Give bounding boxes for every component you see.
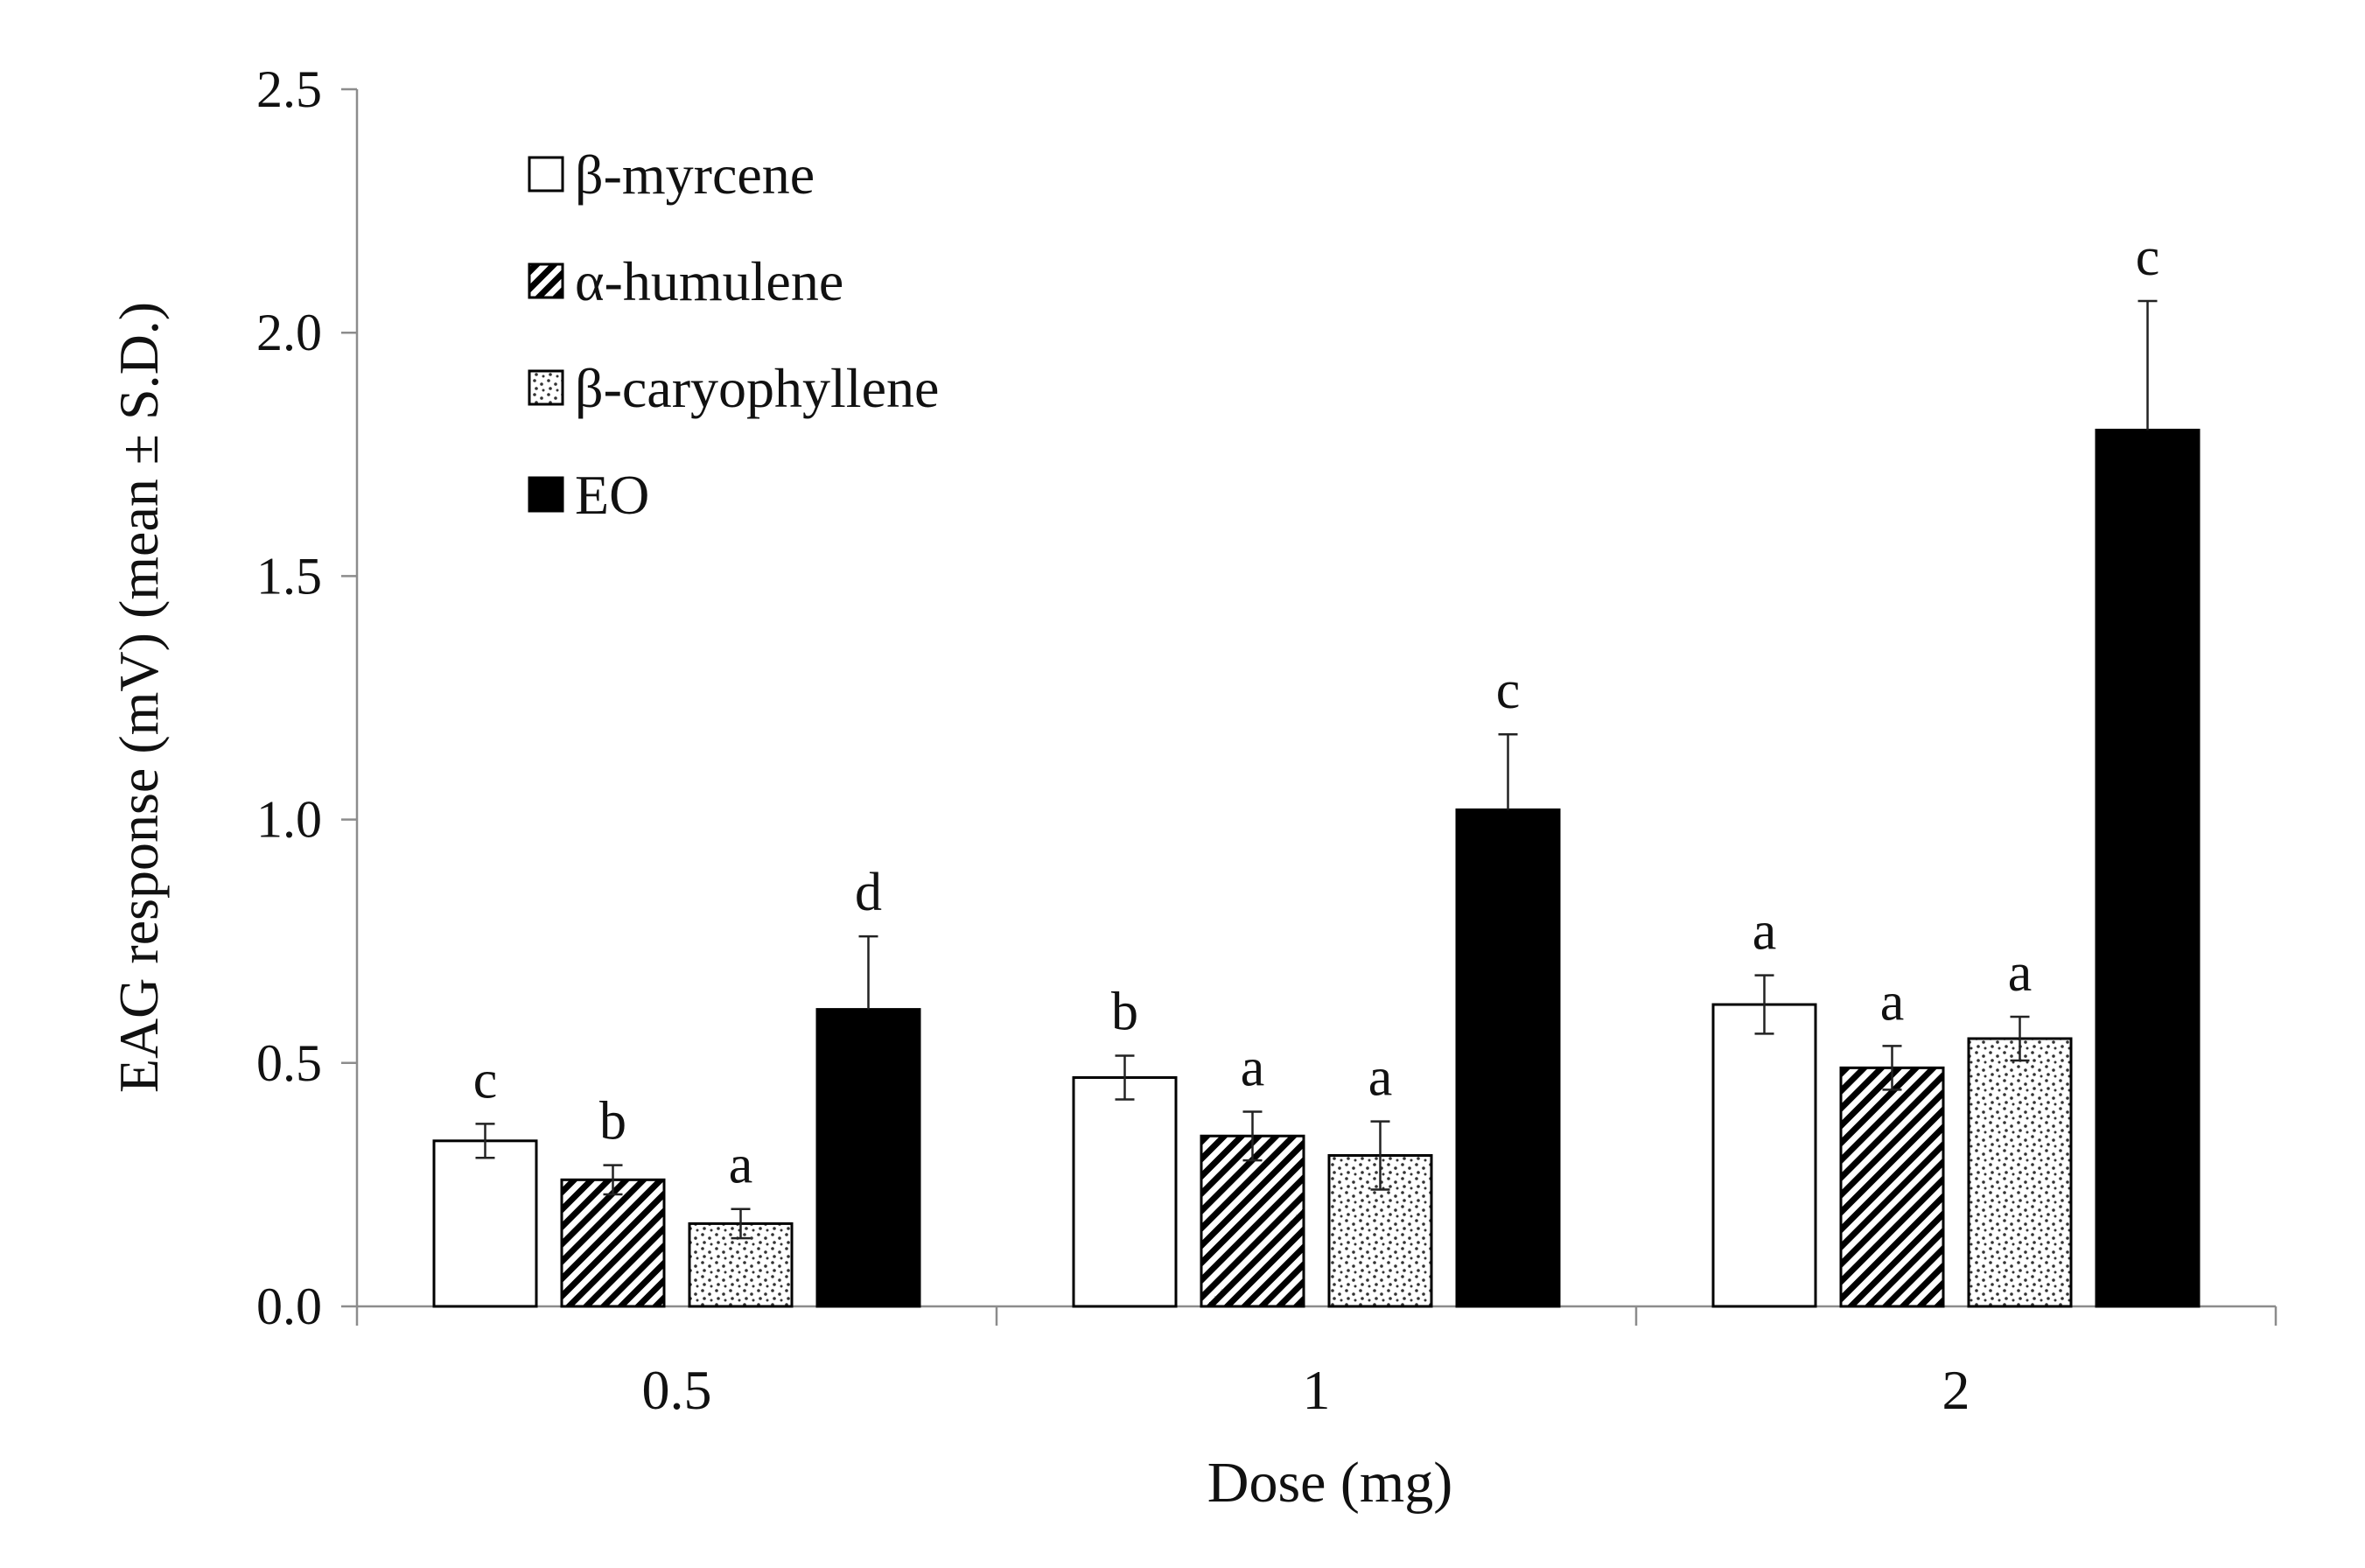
bar-hatched-0 <box>560 1178 666 1308</box>
x-tick-label: 2 <box>1942 1359 1970 1421</box>
bar-dotted-2 <box>1967 1037 2073 1308</box>
y-tick-label: 1.0 <box>256 791 322 849</box>
y-tick-label: 0.0 <box>256 1278 322 1335</box>
significance-letter: a <box>2008 943 2033 1003</box>
legend-swatch-dotted <box>528 369 564 406</box>
legend-label: α-humulene <box>575 250 843 312</box>
bar-white-2 <box>1711 1003 1817 1308</box>
bar-hatched-1 <box>1200 1134 1305 1308</box>
bar-black-2 <box>2095 428 2201 1308</box>
significance-letter: c <box>1496 661 1521 720</box>
bar-white-0 <box>432 1139 538 1308</box>
bar-white-1 <box>1072 1075 1178 1308</box>
bar-hatched-2 <box>1839 1066 1945 1308</box>
significance-letter: b <box>1111 982 1138 1041</box>
significance-letter: c <box>2136 228 2160 287</box>
bar-black-1 <box>1455 808 1561 1308</box>
x-tick-label: 0.5 <box>642 1359 712 1421</box>
significance-letter: c <box>473 1050 498 1110</box>
significance-letter: a <box>729 1136 753 1195</box>
bar-black-0 <box>815 1008 921 1308</box>
y-tick-label: 2.0 <box>256 304 322 361</box>
legend-label: EO <box>575 464 649 526</box>
significance-letter: a <box>1880 972 1905 1032</box>
y-tick-label: 2.5 <box>256 60 322 118</box>
legend-swatch-black <box>528 476 564 513</box>
significance-letter: d <box>855 863 882 922</box>
y-tick-label: 0.5 <box>256 1034 322 1092</box>
significance-letter: b <box>599 1092 626 1152</box>
y-axis-label: EAG response (mV) (mean ± S.D.) <box>108 302 170 1093</box>
legend-label: β-myrcene <box>575 144 815 206</box>
significance-letter: a <box>1241 1038 1265 1097</box>
x-tick-label: 1 <box>1303 1359 1331 1421</box>
y-tick-label: 1.5 <box>256 547 322 605</box>
legend-swatch-white <box>528 156 564 192</box>
legend-label: β-caryophyllene <box>575 357 939 419</box>
x-axis-label: Dose (mg) <box>1207 1451 1452 1515</box>
significance-letter: a <box>1753 902 1777 962</box>
significance-letter: a <box>1368 1048 1393 1108</box>
legend-swatch-hatched <box>528 262 564 299</box>
